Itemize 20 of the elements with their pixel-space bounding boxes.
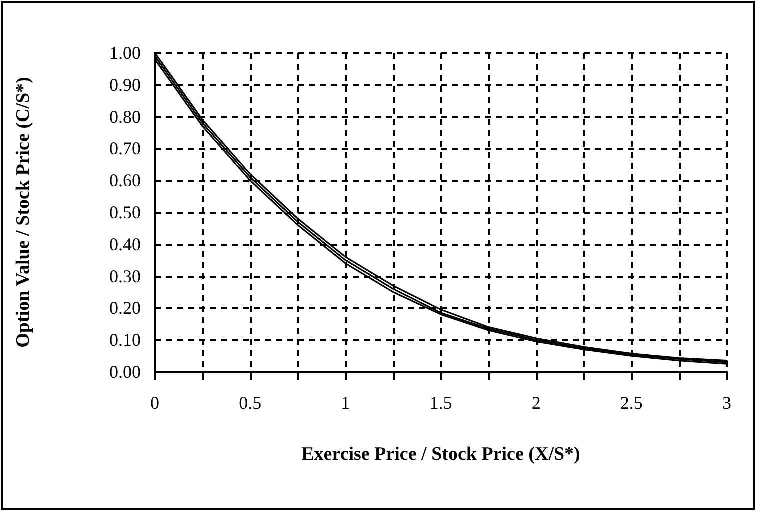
x-tick-label: 0 — [150, 393, 160, 413]
x-tick-label: 2 — [532, 393, 541, 413]
x-tick-label: 3 — [722, 393, 732, 413]
x-tick-label: 1.5 — [430, 393, 452, 413]
y-tick-label: 0.50 — [110, 202, 141, 222]
y-tick-label: 0.40 — [110, 234, 141, 254]
y-tick-label: 0.60 — [110, 170, 141, 191]
y-tick-label: 0.80 — [110, 106, 141, 127]
y-tick-label: 0.30 — [110, 266, 141, 286]
x-tick-label: 1 — [341, 393, 350, 413]
y-tick-label: 1.00 — [110, 43, 141, 63]
x-tick-label: 0.5 — [239, 393, 262, 413]
x-tick-label: 2.5 — [620, 393, 643, 413]
y-tick-label: 0.00 — [110, 362, 141, 382]
y-tick-label: 0.20 — [110, 298, 141, 318]
y-tick-label: 0.10 — [110, 330, 141, 350]
x-axis-title: Exercise Price / Stock Price (X/S*) — [302, 444, 580, 465]
y-tick-label: 0.70 — [110, 138, 141, 159]
y-axis-title: Option Value / Stock Price (C/S*) — [13, 77, 34, 348]
y-tick-label: 0.90 — [110, 74, 141, 95]
